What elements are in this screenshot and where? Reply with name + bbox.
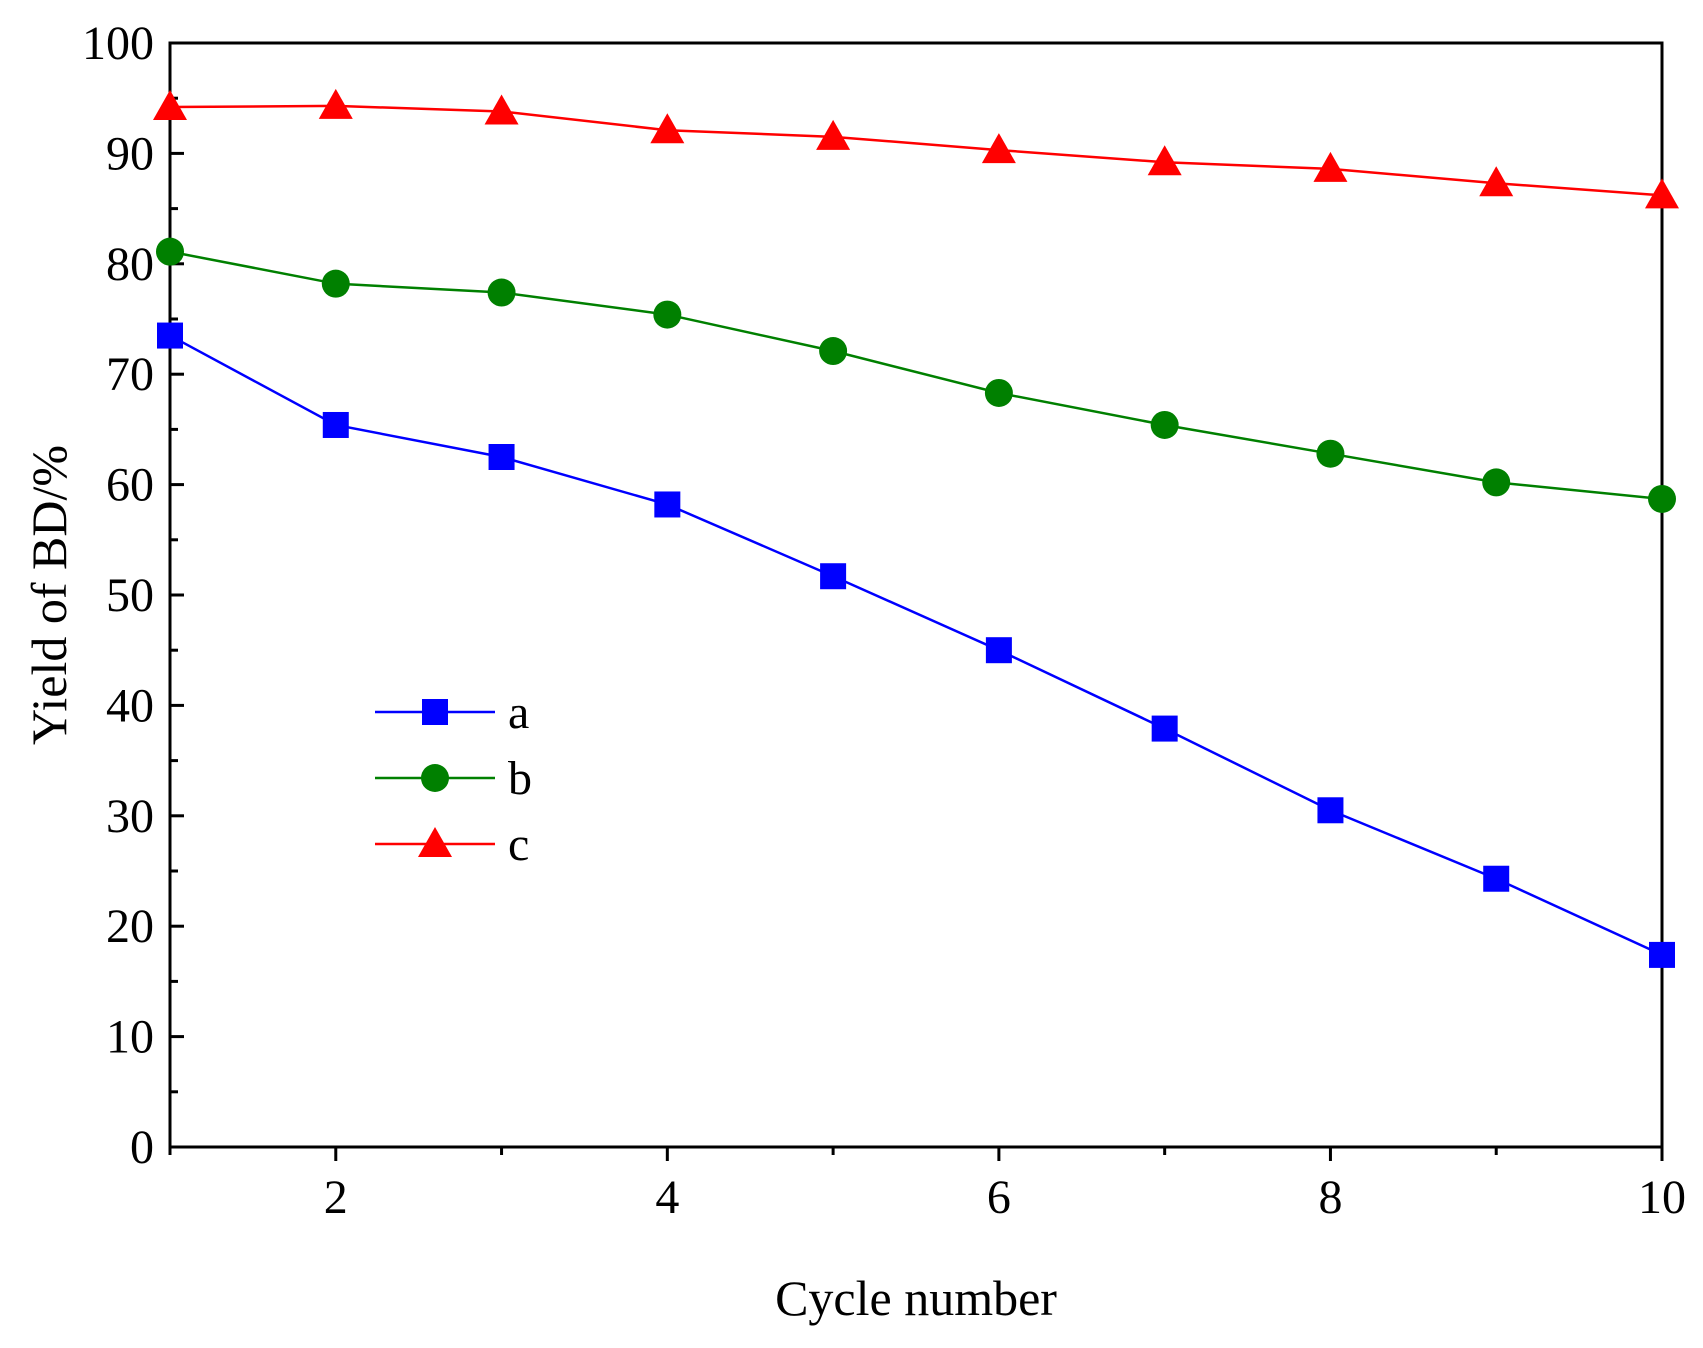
y-tick-label: 10 xyxy=(106,1011,154,1064)
y-tick-label: 70 xyxy=(106,348,154,401)
y-tick-label: 30 xyxy=(106,790,154,843)
x-axis: 2 4 6 8 10 xyxy=(168,1147,1686,1224)
series-c-line xyxy=(169,104,1663,197)
series-c-point xyxy=(816,119,851,150)
legend: abc xyxy=(375,686,532,871)
series-b-point xyxy=(984,378,1013,407)
series-c-point xyxy=(153,90,187,121)
y-tick-label: 40 xyxy=(106,679,154,732)
legend-marker-c xyxy=(418,827,452,857)
y-axis: 0 10 20 30 40 50 60 70 80 90 100 xyxy=(82,17,184,1174)
series-a-point xyxy=(1483,865,1510,892)
y-tick-label: 80 xyxy=(106,238,154,291)
series-a-point xyxy=(1649,941,1675,968)
series-c xyxy=(153,88,1679,209)
legend-marker-b xyxy=(421,764,449,792)
series-b-point xyxy=(819,337,848,366)
x-tick-label: 8 xyxy=(1318,1171,1342,1224)
series-a xyxy=(157,322,1675,968)
series-a-line xyxy=(169,334,1663,957)
series-b-line xyxy=(169,250,1663,501)
series-c-point xyxy=(1147,145,1182,176)
x-tick-label: 6 xyxy=(987,1171,1011,1224)
legend-label-a: a xyxy=(508,686,529,739)
x-axis-title: Cycle number xyxy=(775,1270,1057,1326)
legend-marker-a xyxy=(422,699,448,725)
series-b-point xyxy=(1648,484,1676,513)
series-b-point xyxy=(1150,410,1179,439)
series-c-point xyxy=(1479,166,1514,197)
series-b-point xyxy=(321,269,350,298)
legend-label-b: b xyxy=(508,752,532,805)
series-a-point xyxy=(322,411,349,438)
series-a-point xyxy=(488,444,515,470)
series-a-point xyxy=(1317,797,1344,824)
x-tick-label: 2 xyxy=(324,1171,348,1224)
series-c-point xyxy=(1313,151,1348,182)
x-tick-label: 10 xyxy=(1638,1171,1686,1224)
series-b-point xyxy=(1316,439,1345,468)
legend-label-c: c xyxy=(508,818,529,871)
x-tick-label: 4 xyxy=(655,1171,679,1224)
series-a-point xyxy=(1151,715,1178,742)
series-c-point xyxy=(981,133,1016,164)
plot-area-frame xyxy=(168,41,1664,1149)
series-b xyxy=(156,237,1676,513)
series-b-point xyxy=(156,237,184,266)
series-a-point xyxy=(654,491,681,518)
series-a-point xyxy=(157,322,183,349)
series-c-point xyxy=(318,88,353,119)
y-axis-title: Yield of BD/% xyxy=(21,445,77,745)
y-tick-label: 100 xyxy=(82,17,154,70)
series-b-point xyxy=(487,278,516,307)
y-tick-label: 0 xyxy=(130,1121,154,1174)
y-tick-label: 60 xyxy=(106,459,154,512)
series-c-point xyxy=(484,94,519,125)
y-tick-label: 90 xyxy=(106,127,154,180)
series-a-point xyxy=(985,637,1012,664)
y-tick-label: 20 xyxy=(106,900,154,953)
series-a-point xyxy=(820,563,847,590)
series-layer xyxy=(153,88,1679,968)
series-b-point xyxy=(653,300,682,329)
series-c-point xyxy=(650,113,685,144)
y-tick-label: 50 xyxy=(106,569,154,622)
series-b-point xyxy=(1482,468,1511,497)
series-c-point xyxy=(1645,178,1679,209)
